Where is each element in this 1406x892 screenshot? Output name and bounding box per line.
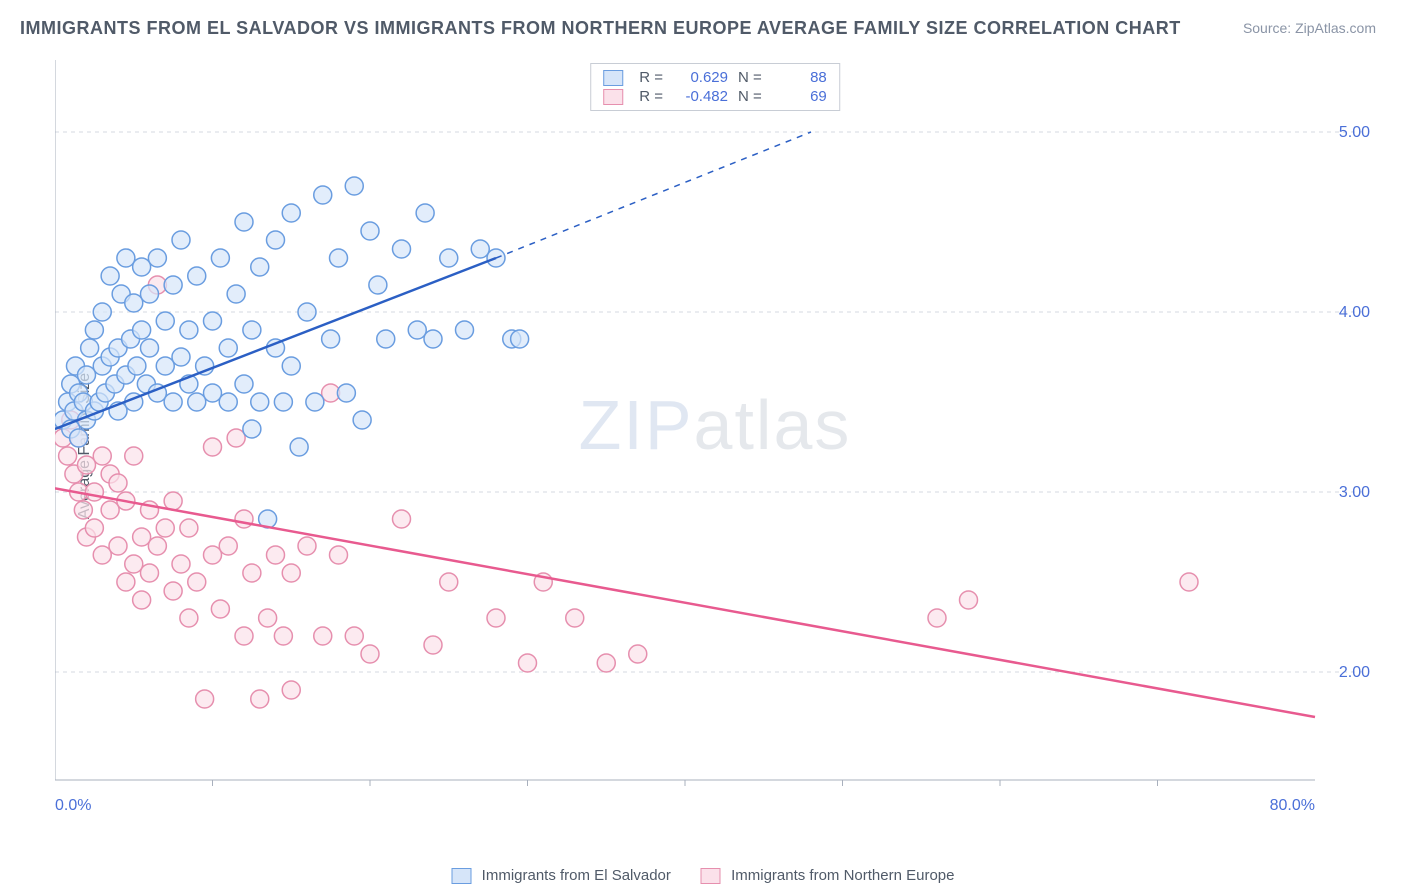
stats-row-1: R = 0.629 N = 88: [603, 68, 827, 87]
legend-swatch-2: [701, 868, 721, 884]
svg-text:2.00: 2.00: [1339, 664, 1370, 681]
svg-text:80.0%: 80.0%: [1270, 797, 1315, 814]
svg-text:0.0%: 0.0%: [55, 797, 91, 814]
stats-row-2: R = -0.482 N = 69: [603, 87, 827, 106]
n-label-1: N =: [738, 69, 762, 86]
r-value-2: -0.482: [673, 88, 728, 105]
n-value-2: 69: [772, 88, 827, 105]
stats-legend-box: R = 0.629 N = 88 R = -0.482 N = 69: [590, 63, 840, 111]
chart-container: IMMIGRANTS FROM EL SALVADOR VS IMMIGRANT…: [0, 0, 1406, 892]
svg-text:5.00: 5.00: [1339, 124, 1370, 141]
legend-swatch-1: [452, 868, 472, 884]
legend-bottom: Immigrants from El Salvador Immigrants f…: [452, 867, 955, 884]
n-value-1: 88: [772, 69, 827, 86]
r-value-1: 0.629: [673, 69, 728, 86]
source-label: Source: ZipAtlas.com: [1243, 20, 1376, 36]
svg-text:3.00: 3.00: [1339, 484, 1370, 501]
legend-item-2: Immigrants from Northern Europe: [701, 867, 955, 884]
swatch-series-1: [603, 70, 623, 86]
chart-title: IMMIGRANTS FROM EL SALVADOR VS IMMIGRANT…: [20, 18, 1181, 39]
svg-text:4.00: 4.00: [1339, 304, 1370, 321]
legend-item-1: Immigrants from El Salvador: [452, 867, 671, 884]
swatch-series-2: [603, 89, 623, 105]
r-label-2: R =: [639, 88, 663, 105]
legend-label-2: Immigrants from Northern Europe: [731, 867, 954, 884]
legend-label-1: Immigrants from El Salvador: [482, 867, 671, 884]
n-label-2: N =: [738, 88, 762, 105]
plot-area: ZIPatlas 2.003.004.005.000.0%80.0% R = 0…: [55, 60, 1375, 820]
r-label-1: R =: [639, 69, 663, 86]
plot-svg: 2.00 3.00 4.00 5.00 0.0% 80.0%: [55, 60, 1375, 820]
